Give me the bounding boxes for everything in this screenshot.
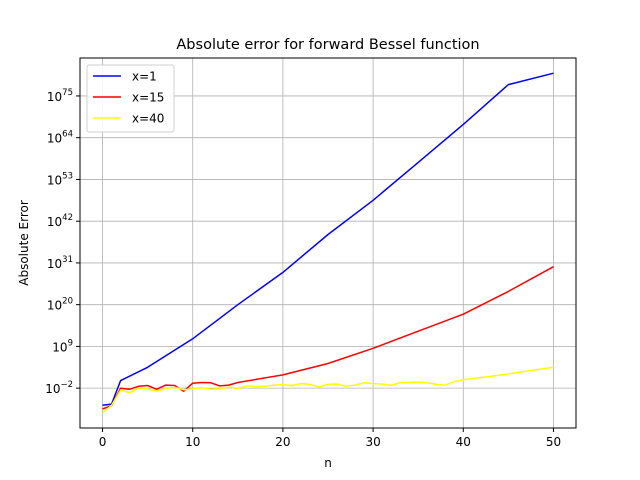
legend-label: x=40 <box>132 112 164 126</box>
legend-frame <box>86 64 175 133</box>
y-tick-label: 1042 <box>47 213 73 229</box>
y-tick-label: 1064 <box>47 130 73 146</box>
y-tick-label: 1031 <box>47 255 73 271</box>
y-tick-label: 10−2 <box>45 380 73 396</box>
grid <box>80 58 576 428</box>
x-tick-label: 20 <box>275 435 290 449</box>
x-tick-label: 30 <box>365 435 380 449</box>
x-tick-label: 50 <box>546 435 561 449</box>
series-line <box>102 266 554 410</box>
y-tick-label: 1075 <box>47 88 73 104</box>
plot-frame <box>79 57 577 429</box>
x-tick-label: 40 <box>456 435 471 449</box>
x-tick-label: 0 <box>99 435 107 449</box>
series-line <box>102 72 554 406</box>
legend: x=1 x=15 x=40 <box>86 64 175 133</box>
y-tick-label: 109 <box>52 338 73 354</box>
x-tick-label: 10 <box>185 435 200 449</box>
x-axis-label: n <box>324 456 332 470</box>
series-line <box>102 366 554 414</box>
y-tick-label: 1020 <box>47 297 73 313</box>
y-axis-label: Absolute Error <box>17 200 31 286</box>
ticks: 0 10 20 30 40 5010−21091020103110421053106410… <box>45 88 561 449</box>
legend-label: x=1 <box>132 70 157 84</box>
series-layer <box>102 72 554 414</box>
y-tick-label: 1053 <box>47 171 73 187</box>
legend-label: x=15 <box>132 91 164 105</box>
chart-title: Absolute error for forward Bessel functi… <box>176 37 479 53</box>
